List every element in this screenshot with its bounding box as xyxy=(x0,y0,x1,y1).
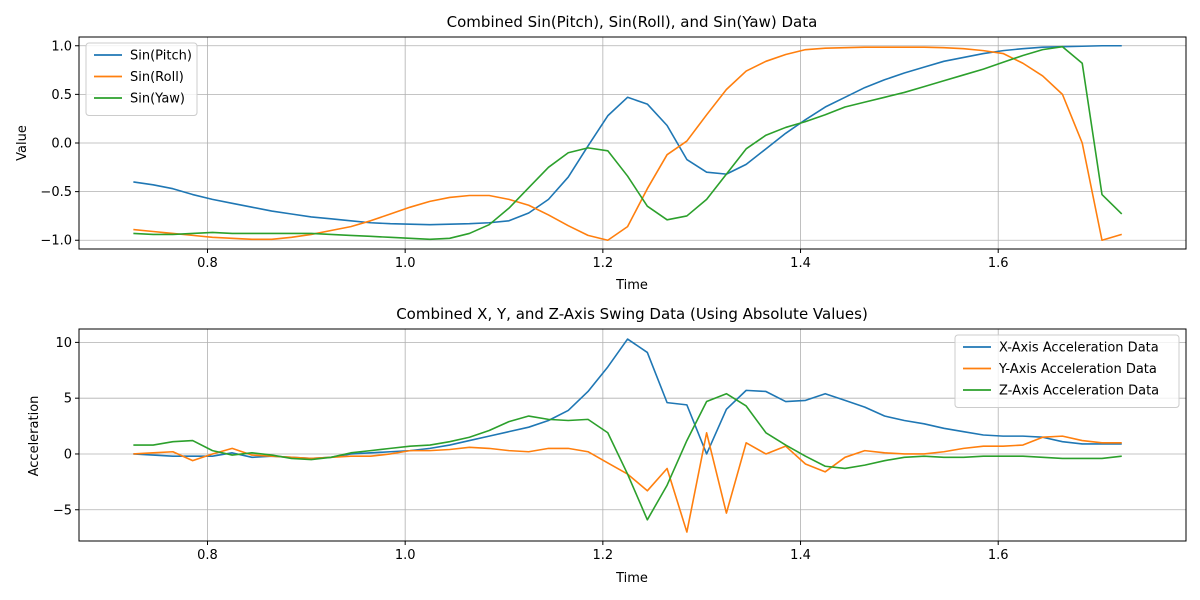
legend: X-Axis Acceleration Data Y-Axis Accelerat… xyxy=(954,334,1180,408)
y-axis-label: Value xyxy=(15,125,30,161)
x-axis-label: Time xyxy=(615,571,648,586)
x-tick-label: 1.4 xyxy=(790,548,811,563)
chart-title: Combined X, Y, and Z-Axis Swing Data (Us… xyxy=(396,305,868,323)
x-tick-label: 1.0 xyxy=(395,256,416,271)
x-tick-label: 1.2 xyxy=(593,256,614,271)
y-tick-label: 10 xyxy=(55,336,72,351)
plot-frame xyxy=(78,328,1187,542)
x-axis-label: Time xyxy=(615,278,648,293)
y-tick-label: 0.5 xyxy=(51,88,72,103)
legend-entry: Z-Axis Acceleration Data xyxy=(999,384,1159,399)
series-line-z-axis-acceleration-data xyxy=(133,392,1122,521)
subplot-angles: Combined Sin(Pitch), Sin(Roll), and Sin(… xyxy=(15,13,1187,293)
legend-box xyxy=(954,334,1180,408)
legend-entry: Sin(Yaw) xyxy=(130,92,185,107)
grid xyxy=(79,37,1186,249)
y-tick-label: 5 xyxy=(64,392,72,407)
x-tick-label: 1.2 xyxy=(593,548,614,563)
y-tick-label: −0.5 xyxy=(40,185,72,200)
y-tick-label: 0 xyxy=(64,447,72,462)
subplot-acceleration: Combined X, Y, and Z-Axis Swing Data (Us… xyxy=(27,305,1187,586)
series-line-sin-roll xyxy=(133,46,1122,242)
plot-frame xyxy=(78,36,1187,250)
y-tick-label: 0.0 xyxy=(51,137,72,152)
legend-entry: Sin(Pitch) xyxy=(130,49,192,64)
legend-entry: Sin(Roll) xyxy=(130,70,184,85)
chart-title: Combined Sin(Pitch), Sin(Roll), and Sin(… xyxy=(447,13,818,31)
x-tick-label: 1.4 xyxy=(790,256,811,271)
y-tick-label: −1.0 xyxy=(40,234,72,249)
legend-entry: X-Axis Acceleration Data xyxy=(999,341,1159,356)
series-line-sin-yaw xyxy=(133,45,1123,241)
series-line-sin-pitch xyxy=(133,44,1122,226)
x-tick-label: 0.8 xyxy=(197,256,218,271)
y-tick-label: −5 xyxy=(53,503,72,518)
x-tick-label: 0.8 xyxy=(197,548,218,563)
legend-entry: Y-Axis Acceleration Data xyxy=(998,362,1157,377)
y-tick-label: 1.0 xyxy=(51,39,72,54)
x-tick-label: 1.6 xyxy=(988,548,1009,563)
y-axis-label: Acceleration xyxy=(27,396,42,477)
x-tick-label: 1.6 xyxy=(988,256,1009,271)
x-tick-label: 1.0 xyxy=(395,548,416,563)
legend: Sin(Pitch) Sin(Roll) Sin(Yaw) xyxy=(85,42,198,116)
